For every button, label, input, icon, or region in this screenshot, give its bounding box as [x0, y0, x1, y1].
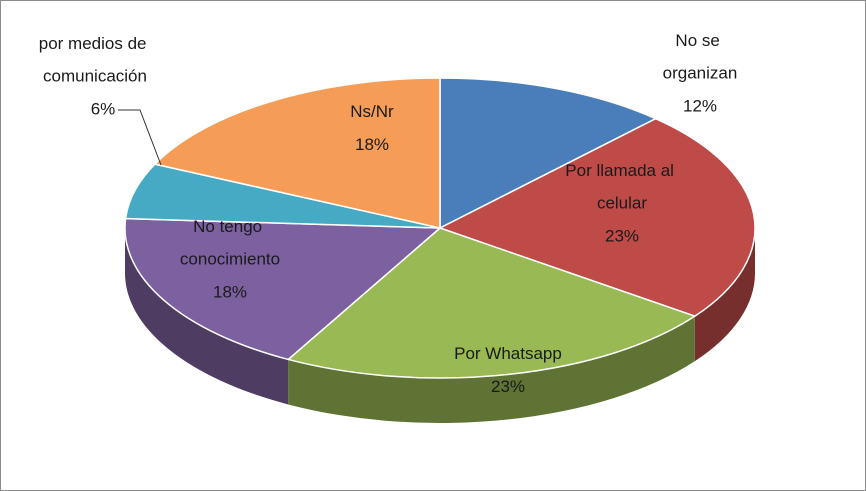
pie-side	[694, 228, 755, 362]
pie-slice	[439, 77, 658, 230]
slice-label: Por Whatsapp	[454, 344, 562, 363]
slice-value-label: 12%	[683, 96, 717, 115]
slice-value-label: 18%	[355, 135, 389, 154]
slice-label: Ns/Nr	[350, 102, 394, 121]
slice-value-label: 23%	[605, 226, 639, 245]
pie-side	[288, 316, 695, 423]
pie-slice	[286, 227, 697, 379]
slice-label: por medios de comunicación	[39, 34, 151, 86]
slice-label: Por llamada al celular	[565, 161, 678, 213]
pie-side	[125, 228, 289, 405]
slice-value-label: 23%	[491, 377, 525, 396]
pie-slice	[153, 77, 441, 229]
pie-slice	[124, 217, 442, 361]
leader-line	[118, 109, 162, 166]
slice-value-label: 18%	[213, 282, 247, 301]
pie-slice	[124, 163, 441, 229]
slice-label: No se organizan	[663, 31, 738, 83]
slice-value-label: 6%	[91, 99, 116, 118]
pie-slice	[438, 117, 756, 317]
slice-label: No tengo conocimiento	[180, 217, 280, 269]
